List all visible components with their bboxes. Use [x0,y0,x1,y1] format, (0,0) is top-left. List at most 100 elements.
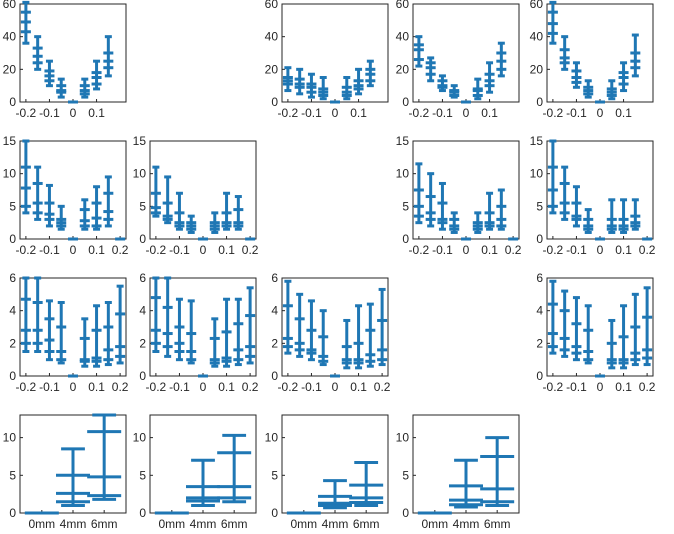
box-3 [449,211,460,234]
box-3 [318,76,329,101]
y-tick-label: 40 [3,30,17,44]
box-6 [618,198,629,234]
box-6 [221,191,232,231]
box-3 [56,204,67,231]
x-tick-label: 0.1 [481,243,498,257]
y-tick-label: 15 [133,134,147,148]
boxplot-panel-r0-c4: 0 20 40 60 -0.2 -0.1 0 0.1 [530,0,654,120]
boxplot-panel-r0-c2: 0 20 40 60 -0.2 -0.1 0 0.1 [265,0,389,120]
x-tick-label: -0.2 [409,243,430,257]
axes-frame [149,140,257,240]
y-tick-label: 10 [396,167,410,181]
box-7 [496,41,507,78]
x-tick-label: 0 [463,106,470,120]
x-tick-label: 0.1 [218,243,235,257]
x-tick-label: 0.2 [505,243,522,257]
x-tick-label: 0 [597,106,604,120]
y-tick-label: 20 [396,62,410,76]
y-tick-label: 5 [536,199,543,213]
y-tick-label: 6 [536,271,543,285]
x-tick-label: -0.2 [278,380,299,394]
box-7 [496,188,507,231]
box-5 [472,211,483,234]
box-0 [20,0,31,45]
x-tick-label: 0mm [421,517,448,531]
box-7 [103,175,114,228]
box-6 [221,297,232,368]
x-tick-label: 0.1 [615,243,632,257]
x-tick-label: -0.2 [409,106,430,120]
box-1 [425,172,436,228]
boxplot-panel-r1-c4: 0 5 10 15 -0.2 -0.1 0 0.1 0.2 [530,134,656,257]
x-tick-label: 0.2 [242,243,259,257]
box-7 [103,301,114,367]
y-tick-label: 10 [133,431,147,445]
x-tick-label: -0.1 [169,243,190,257]
x-tick-label: -0.2 [16,243,37,257]
y-tick-label: 4 [536,304,543,318]
boxplot-panel-r2-c4: 0 2 4 6 -0.2 -0.1 0 0.1 0.2 [536,271,655,394]
box-8 [377,287,388,367]
x-tick-label: -0.2 [278,106,299,120]
y-tick-label: 60 [265,0,279,11]
x-tick-label: 0mm [290,517,317,531]
box-7 [630,292,641,367]
box-2 [87,413,122,501]
box-6 [484,61,495,94]
x-tick-label: 0.1 [88,380,105,394]
x-tick-label: -0.1 [432,106,453,120]
box-0 [413,162,424,225]
y-tick-label: 5 [271,468,278,482]
y-tick-label: 5 [139,199,146,213]
box-3 [186,299,197,365]
y-tick-label: 6 [271,271,278,285]
box-2 [44,59,55,88]
y-tick-label: 15 [3,134,17,148]
x-tick-label: -0.1 [301,106,322,120]
box-3 [583,79,594,99]
y-tick-label: 60 [3,0,17,11]
y-tick-label: 60 [530,0,544,11]
y-tick-label: 0 [402,95,409,109]
y-tick-label: 2 [271,336,278,350]
box-7 [365,302,376,368]
boxplot-panel-r0-c0: 0 20 40 60 -0.2 -0.1 0 0.1 [3,0,127,120]
y-tick-label: 5 [402,468,409,482]
box-5 [606,318,617,370]
boxplot-panel-r2-c0: 0 2 4 6 -0.2 -0.1 0 0.1 0.2 [9,271,128,394]
x-tick-label: 0 [597,243,604,257]
box-2 [44,183,55,228]
axes-frame [149,277,257,377]
y-tick-label: 15 [530,134,544,148]
y-tick-label: 4 [9,304,16,318]
boxplot-panel-r2-c1: 0 2 4 6 -0.2 -0.1 0 0.1 0.2 [139,271,258,394]
box-2 [480,436,515,507]
y-tick-label: 10 [265,431,279,445]
y-tick-label: 15 [396,134,410,148]
box-1 [32,276,43,353]
x-tick-label: 0mm [28,517,55,531]
box-2 [217,433,252,504]
x-tick-label: 0 [597,380,604,394]
x-tick-label: -0.1 [566,106,587,120]
box-1 [559,165,570,221]
x-tick-label: -0.2 [146,380,167,394]
boxplot-panel-r0-c3: 0 20 40 60 -0.2 -0.1 0 0.1 [396,0,520,120]
box-5 [79,317,90,368]
y-tick-label: 5 [402,199,409,213]
box-5 [606,198,617,234]
box-1 [559,35,570,71]
box-5 [341,318,352,370]
box-5 [606,79,617,101]
box-2 [306,72,317,99]
box-3 [186,214,197,234]
boxplot-panel-r2-c2: 0 2 4 6 -0.2 -0.1 0 0.1 0.2 [271,271,390,394]
box-6 [91,304,102,368]
box-0 [547,279,558,355]
box-1 [162,175,173,225]
x-tick-label: 0.2 [639,243,656,257]
box-2 [571,185,582,228]
box-3 [318,309,329,367]
box-0 [547,139,558,215]
